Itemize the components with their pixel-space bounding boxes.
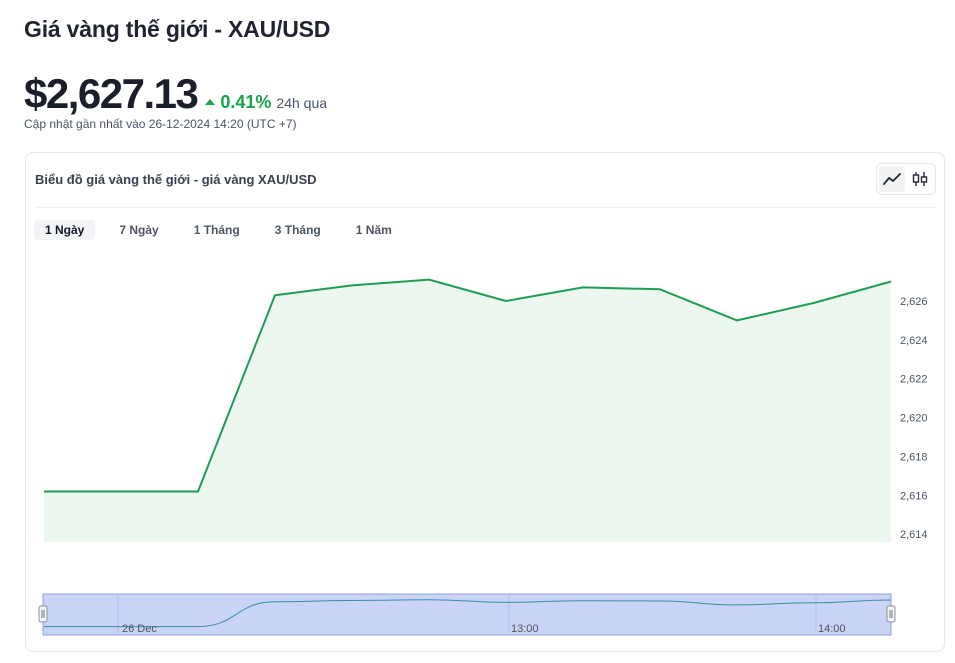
range-navigator: 26 Dec 13:00 14:00 (38, 593, 896, 636)
y-tick-label: 2,620 (900, 413, 928, 425)
y-tick-label: 2,614 (900, 529, 928, 541)
navigator-series (43, 599, 892, 628)
y-tick-label: 2,618 (900, 452, 928, 464)
candlestick-icon (912, 172, 928, 186)
up-arrow-icon (205, 99, 216, 105)
current-price: $2,627.13 (24, 70, 199, 117)
chart-card: Biểu đồ giá vàng thế giới - giá vàng XAU… (25, 152, 945, 652)
range-1-month[interactable]: 1 Tháng (193, 223, 240, 237)
price-line (44, 278, 892, 493)
range-1-day[interactable]: 1 Ngày (34, 220, 96, 240)
navigator-label-1400: 14:00 (818, 623, 846, 635)
price-change: 0.41% 24h qua (205, 92, 327, 113)
price-row: $2,627.13 0.41% 24h qua (24, 70, 327, 118)
y-tick-label: 2,622 (900, 374, 928, 386)
line-view-button[interactable] (879, 166, 905, 192)
y-tick-label: 2,616 (900, 490, 928, 502)
range-3-months[interactable]: 3 Tháng (274, 223, 321, 237)
y-tick-label: 2,626 (900, 296, 928, 308)
line-chart-icon (883, 173, 901, 185)
price-chart: 2,614 2,616 2,618 2,620 2,622 2,624 2,626 (44, 278, 928, 542)
change-percent: 0.41% (220, 92, 272, 112)
y-tick-label: 2,624 (900, 335, 928, 347)
navigator-label-1300: 13:00 (511, 623, 539, 635)
range-1-year[interactable]: 1 Năm (355, 223, 392, 237)
navigator-right-handle[interactable] (886, 605, 896, 623)
chart-view-toggle (876, 163, 936, 195)
chart-card-title: Biểu đồ giá vàng thế giới - giá vàng XAU… (35, 172, 317, 187)
change-period: 24h qua (276, 95, 328, 111)
page-title: Giá vàng thế giới - XAU/USD (24, 16, 331, 42)
navigator-label-date: 26 Dec (122, 623, 157, 635)
time-range-tabs: 1 Ngày 7 Ngày 1 Tháng 3 Tháng 1 Năm (34, 220, 416, 240)
card-divider (35, 207, 935, 208)
range-7-days[interactable]: 7 Ngày (119, 223, 159, 237)
navigator-left-handle[interactable] (38, 605, 48, 623)
last-updated: Cập nhật gần nhất vào 26-12-2024 14:20 (… (24, 117, 297, 131)
navigator-window[interactable] (42, 593, 892, 636)
candlestick-view-button[interactable] (907, 166, 933, 192)
